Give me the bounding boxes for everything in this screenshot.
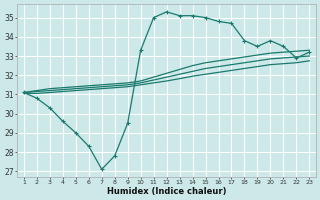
X-axis label: Humidex (Indice chaleur): Humidex (Indice chaleur) xyxy=(107,187,226,196)
